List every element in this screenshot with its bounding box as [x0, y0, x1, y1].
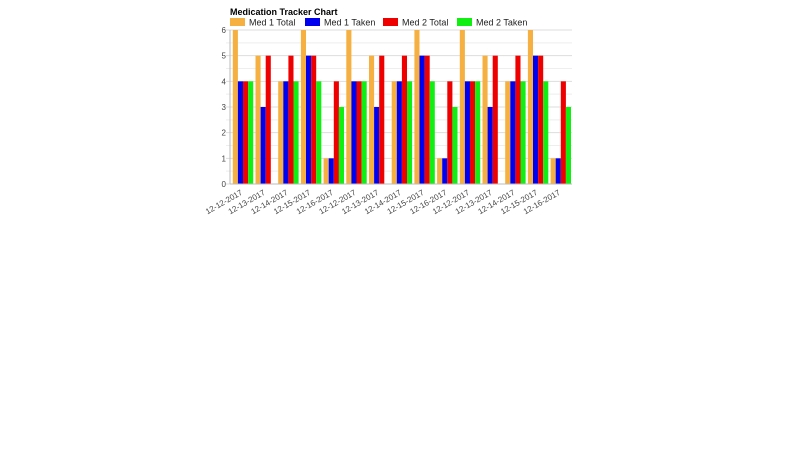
bar-med-2-taken[interactable]: [338, 107, 344, 184]
legend-label[interactable]: Med 2 Total: [402, 18, 448, 28]
legend-label[interactable]: Med 2 Taken: [476, 18, 527, 28]
x-axis: 12-12-201712-13-201712-14-201712-15-2017…: [204, 183, 572, 216]
bar-med-1-taken[interactable]: [442, 158, 448, 184]
bar-med-1-taken[interactable]: [510, 81, 516, 184]
bar-med-2-taken[interactable]: [316, 81, 322, 184]
chart-title: Medication Tracker Chart: [230, 7, 338, 17]
y-tick-label: 1: [222, 154, 227, 163]
bar-med-2-taken[interactable]: [543, 81, 549, 184]
bar-med-1-total[interactable]: [437, 158, 443, 184]
y-tick-label: 2: [222, 129, 227, 138]
bar-med-2-total[interactable]: [401, 55, 407, 184]
bar-med-2-total[interactable]: [447, 81, 453, 184]
bar-med-2-total[interactable]: [424, 55, 430, 184]
bar-med-1-total[interactable]: [550, 158, 556, 184]
y-tick-label: 0: [222, 180, 227, 189]
bar-med-2-taken[interactable]: [520, 81, 526, 184]
bar-med-1-total[interactable]: [369, 55, 375, 184]
bar-med-1-total[interactable]: [459, 30, 465, 184]
bar-med-1-taken[interactable]: [487, 107, 493, 184]
bar-med-1-taken[interactable]: [555, 158, 561, 184]
bar-med-2-taken[interactable]: [293, 81, 299, 184]
bar-med-2-taken[interactable]: [429, 81, 435, 184]
bar-med-2-taken[interactable]: [475, 81, 481, 184]
bar-med-2-total[interactable]: [470, 81, 476, 184]
bar-med-2-taken[interactable]: [407, 81, 413, 184]
y-tick-label: 3: [222, 103, 227, 112]
bar-med-1-total[interactable]: [414, 30, 420, 184]
bar-med-2-taken[interactable]: [565, 107, 571, 184]
legend-swatch[interactable]: [457, 18, 472, 26]
bar-med-1-taken[interactable]: [283, 81, 289, 184]
bar-med-1-total[interactable]: [482, 55, 488, 184]
bar-med-1-taken[interactable]: [374, 107, 380, 184]
bar-med-1-taken[interactable]: [260, 107, 266, 184]
bar-med-1-total[interactable]: [232, 30, 238, 184]
bar-med-1-total[interactable]: [278, 81, 284, 184]
bar-med-2-taken[interactable]: [452, 107, 458, 184]
bar-med-1-total[interactable]: [527, 30, 533, 184]
bar-med-1-taken[interactable]: [306, 55, 312, 184]
bar-med-1-total[interactable]: [346, 30, 352, 184]
bar-med-1-taken[interactable]: [396, 81, 402, 184]
bar-med-1-total[interactable]: [323, 158, 329, 184]
y-axis: 0 1 2 3 4 5 6: [222, 26, 231, 189]
bar-med-2-total[interactable]: [243, 81, 249, 184]
bar-med-1-taken[interactable]: [533, 55, 539, 184]
legend-swatch[interactable]: [230, 18, 245, 26]
bar-med-2-taken[interactable]: [361, 81, 367, 184]
bar-med-1-total[interactable]: [255, 55, 261, 184]
bar-med-1-total[interactable]: [300, 30, 306, 184]
bar-med-2-total[interactable]: [538, 55, 544, 184]
bar-med-2-total[interactable]: [311, 55, 317, 184]
bar-med-1-taken[interactable]: [419, 55, 425, 184]
legend-label[interactable]: Med 1 Total: [249, 18, 295, 28]
y-tick-label: 6: [222, 26, 227, 35]
legend-swatch[interactable]: [305, 18, 320, 26]
y-tick-label: 5: [222, 52, 227, 61]
bar-med-2-total[interactable]: [515, 55, 521, 184]
bar-med-2-total[interactable]: [379, 55, 385, 184]
bar-med-1-total[interactable]: [505, 81, 511, 184]
bar-med-1-taken[interactable]: [464, 81, 470, 184]
bar-med-1-total[interactable]: [391, 81, 397, 184]
bar-med-2-taken[interactable]: [248, 81, 254, 184]
bar-med-2-total[interactable]: [356, 81, 362, 184]
bar-med-1-taken[interactable]: [237, 81, 243, 184]
bar-med-2-total[interactable]: [288, 55, 294, 184]
legend-swatch[interactable]: [383, 18, 398, 26]
bar-med-1-taken[interactable]: [328, 158, 334, 184]
bar-med-1-taken[interactable]: [351, 81, 357, 184]
bar-med-2-total[interactable]: [265, 55, 271, 184]
bar-med-2-total[interactable]: [560, 81, 566, 184]
bar-med-2-total[interactable]: [492, 55, 498, 184]
y-tick-label: 4: [222, 77, 227, 86]
bar-med-2-total[interactable]: [333, 81, 339, 184]
bars: [232, 30, 571, 184]
legend-label[interactable]: Med 1 Taken: [324, 18, 375, 28]
legend: Med 1 Total Med 1 Taken Med 2 Total Med 2 T…: [230, 18, 527, 28]
